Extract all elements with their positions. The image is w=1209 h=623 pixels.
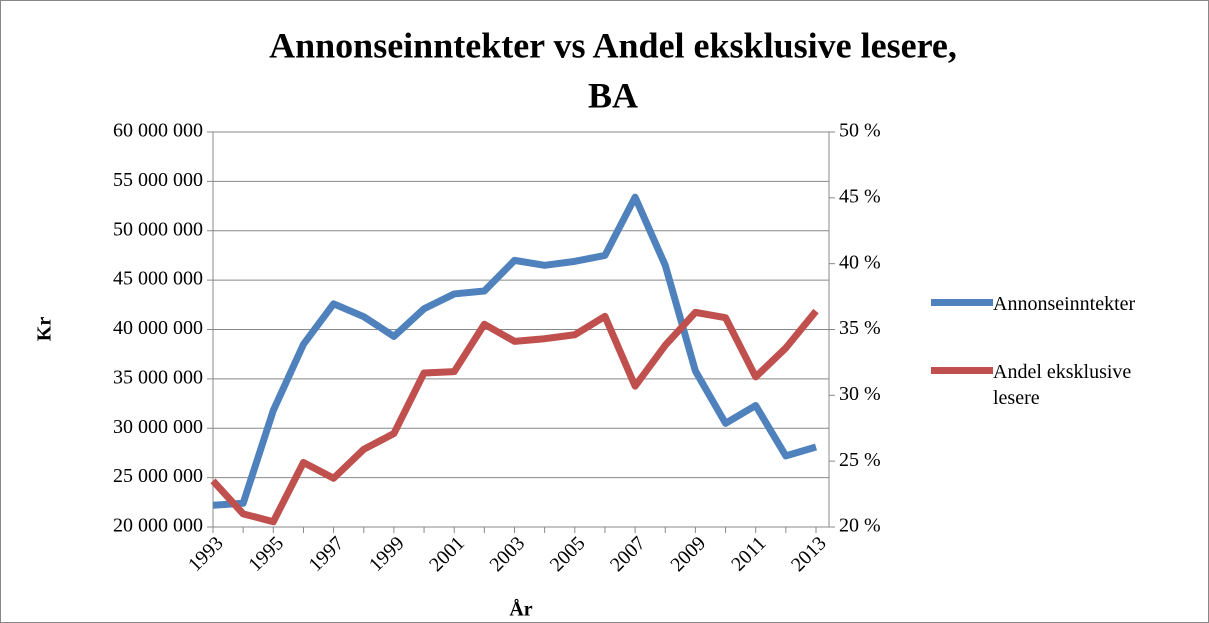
y2-tick-label: 45 %	[839, 185, 881, 207]
x-tick-label: 2009	[666, 532, 710, 576]
y-tick-label: 30 000 000	[113, 416, 203, 438]
legend-swatch	[931, 299, 993, 306]
x-tick-label: 2013	[787, 532, 831, 576]
x-tick-label: 2001	[425, 532, 469, 576]
legend-label: Annonseinntekter	[993, 293, 1136, 315]
legend-swatch	[931, 367, 993, 374]
x-tick-label: 2007	[606, 532, 650, 576]
y-tick-label: 55 000 000	[113, 169, 203, 191]
y-tick-label: 35 000 000	[113, 366, 203, 388]
series-line	[210, 308, 819, 526]
chart-title: Annonseinntekter vs Andel eksklusive les…	[269, 25, 957, 65]
series-line	[212, 193, 817, 509]
y-tick-label: 50 000 000	[113, 218, 203, 240]
legend-label: Andel eksklusive lesere	[993, 361, 1132, 409]
x-axis-title: År	[509, 598, 532, 621]
y2-tick-label: 30 %	[839, 383, 881, 405]
x-tick-label: 2011	[727, 532, 770, 575]
y-tick-label: 25 000 000	[113, 465, 203, 487]
y2-tick-label: 20 %	[839, 515, 881, 537]
y2-tick-label: 40 %	[839, 251, 881, 273]
chart-title: BA	[588, 75, 638, 115]
x-tick-label: 1997	[305, 532, 349, 576]
y-tick-label: 45 000 000	[113, 268, 203, 290]
y-axis-title: Kr	[34, 317, 56, 342]
y2-tick-label: 25 %	[839, 449, 881, 471]
x-tick-label: 2005	[546, 532, 590, 576]
x-tick-label: 1993	[184, 532, 228, 576]
legend-item: Annonseinntekter	[931, 291, 1181, 317]
x-tick-label: 2003	[485, 532, 529, 576]
y-tick-label: 40 000 000	[113, 317, 203, 339]
y2-tick-label: 50 %	[839, 120, 881, 142]
y-tick-label: 20 000 000	[113, 515, 203, 537]
y-tick-label: 60 000 000	[113, 120, 203, 142]
x-tick-label: 1999	[365, 532, 409, 576]
y2-tick-label: 35 %	[839, 317, 881, 339]
legend: Annonseinntekter Andel eksklusive lesere	[931, 291, 1181, 453]
legend-item: Andel eksklusive lesere	[931, 359, 1181, 411]
x-tick-label: 1995	[244, 532, 288, 576]
